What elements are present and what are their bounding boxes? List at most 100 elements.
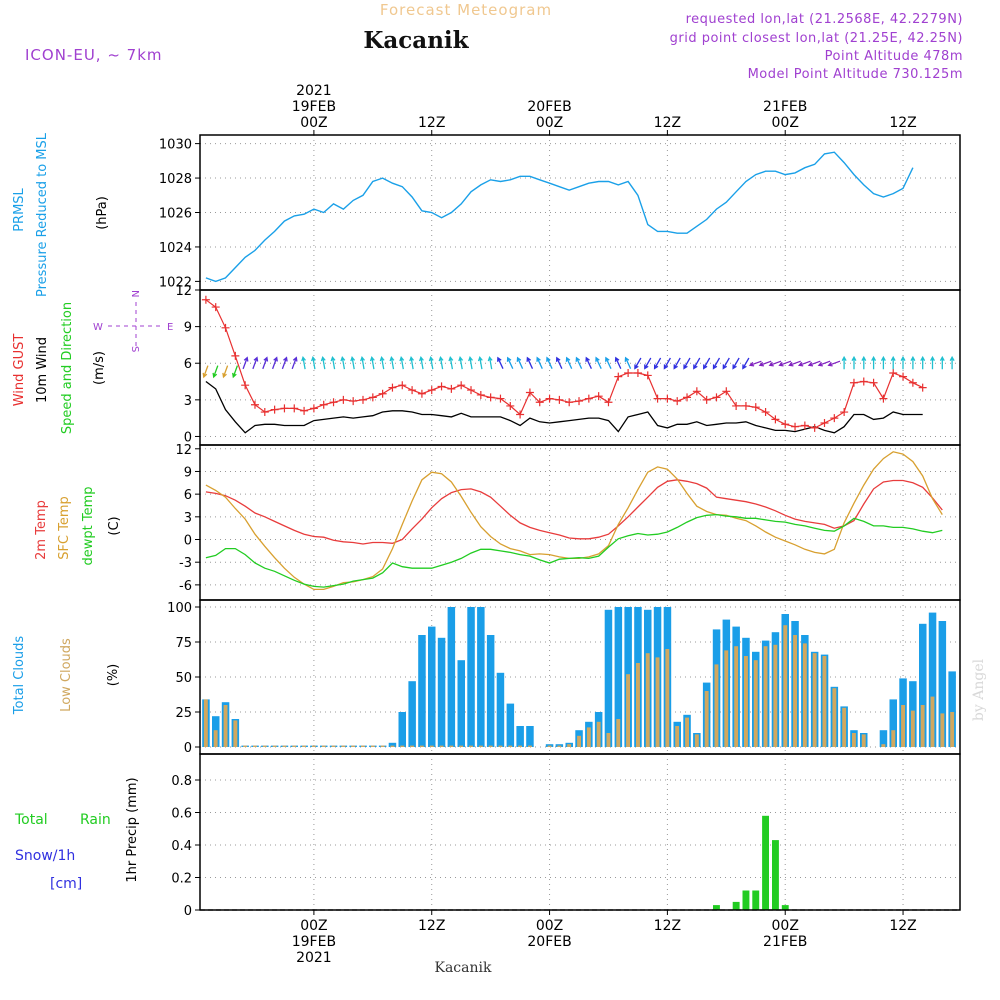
low-cloud-bar: [881, 744, 886, 747]
clouds-ytick-label: 100: [167, 601, 192, 616]
wind-gust-point: [241, 381, 250, 390]
total-label: Total: [14, 812, 48, 828]
bottom-time-label: 12Z: [654, 918, 681, 934]
t2m-label: 2m Temp: [34, 500, 49, 560]
low-cloud-bar: [606, 733, 611, 747]
wind-gust-point: [211, 303, 220, 312]
low-cloud-bar: [832, 688, 837, 747]
wind-direction-arrow: [827, 360, 841, 367]
temp-ytick-label: 6: [184, 488, 192, 503]
wind-direction-arrow: [920, 355, 926, 370]
wind-direction-arrow: [788, 360, 801, 367]
wind-direction-arrow: [202, 365, 209, 379]
total-cloud-bar: [919, 623, 927, 747]
precip-ytick-label: 0: [184, 904, 192, 919]
low-cloud-bar: [518, 745, 522, 747]
wind-ytick-label: 12: [175, 284, 192, 299]
wind-direction-arrow: [663, 357, 671, 370]
low-cloud-bar: [351, 745, 356, 747]
hpa-unit-label: (hPa): [95, 196, 110, 230]
low-cloud-bar: [852, 733, 856, 747]
low-cloud-bar: [822, 656, 827, 747]
wind-gust-point: [565, 398, 574, 407]
wind-gust-point: [800, 421, 809, 430]
low-cloud-bar: [439, 745, 444, 747]
low-cloud-bar: [311, 745, 316, 747]
low-cloud-bar: [528, 745, 532, 747]
wind-direction-arrow: [624, 356, 632, 369]
top-time-label: 00Z: [772, 115, 799, 131]
wind-gust-point: [555, 395, 564, 404]
wind-gust-point: [761, 408, 770, 417]
dewpt-label: dewpt Temp: [81, 486, 96, 565]
low-cloud-bar: [802, 643, 807, 747]
wind-direction-arrow: [817, 360, 831, 367]
wind-gust-point: [250, 400, 259, 409]
watermark: by Angel: [971, 658, 987, 721]
wind-gust-point: [702, 395, 711, 404]
low-cloud-bar: [861, 734, 866, 747]
wind-gust-point: [398, 381, 407, 390]
low-cloud-bar: [321, 745, 326, 747]
bottom-time-label: 00Z: [536, 918, 563, 934]
wind-direction-arrow: [458, 355, 464, 370]
wind-direction-arrow: [634, 357, 642, 370]
wind-direction-arrow: [418, 355, 424, 370]
wind-gust-point: [908, 378, 917, 387]
wind-direction-arrow: [742, 357, 750, 370]
wind-direction-arrow: [644, 357, 652, 370]
low-cloud-bar: [341, 745, 346, 747]
wind-gust-point: [496, 394, 505, 403]
model-altitude: Model Point Altitude 730.125m: [748, 67, 963, 82]
wind-direction-arrow: [605, 356, 612, 369]
total-cloud-bar: [879, 730, 888, 747]
low-cloud-bar: [331, 745, 336, 747]
c-unit-label: (C): [107, 516, 122, 535]
model-label: ICON-EU, ~ 7km: [25, 46, 163, 64]
wind-gust-point: [231, 351, 240, 360]
low-cloud-bar: [665, 649, 670, 747]
wind-gust-point: [300, 406, 309, 415]
low-cloud-bar: [891, 730, 896, 747]
wind-gust-point: [653, 394, 662, 403]
pressure-ytick-label: 1030: [159, 138, 192, 153]
total-cloud-bar: [938, 621, 947, 747]
top-time-label: 12Z: [654, 115, 681, 131]
low-cloud-bar: [704, 691, 709, 747]
wind-gust-point: [849, 378, 858, 387]
total-cloud-bar: [447, 607, 456, 747]
bottom-time-label: 12Z: [889, 918, 916, 934]
wind-direction-arrow: [797, 360, 811, 367]
wind-direction-arrow: [748, 360, 762, 367]
wind-gust-point: [339, 395, 348, 404]
wind-ytick-label: 6: [184, 357, 192, 372]
low-cloud-bar: [547, 745, 552, 747]
precip-frame: [199, 753, 961, 911]
low-cloud-bar: [243, 745, 248, 747]
wind-gust-point: [712, 393, 721, 402]
total-clouds-label: Total Clouds: [12, 636, 27, 716]
low-cloud-bar: [469, 745, 473, 747]
rain-bar: [732, 901, 740, 910]
temp-dewpt-line: [205, 513, 943, 588]
wind-direction-arrow: [232, 365, 239, 379]
low-cloud-bar: [773, 644, 778, 747]
wind-direction-arrow: [703, 357, 711, 370]
low-cloud-bar: [930, 696, 935, 747]
wind-direction-arrow: [448, 355, 454, 370]
pressure-line: [205, 151, 914, 283]
temp-ytick-label: -6: [179, 579, 192, 594]
wind-direction-arrow: [487, 355, 493, 370]
wind-direction-arrow: [536, 356, 543, 369]
pressure-ytick-label: 1024: [159, 241, 192, 256]
wind-direction-arrow: [438, 355, 444, 370]
wind-direction-arrow: [871, 355, 877, 370]
low-cloud-bar: [901, 705, 905, 747]
rain-label: Rain: [80, 812, 111, 828]
wind-gust-point: [781, 420, 790, 429]
wind-gust-label: Wind GUST: [12, 334, 27, 407]
low-cloud-bar: [419, 745, 424, 747]
wind-direction-arrow: [310, 355, 316, 370]
low-cloud-bar: [734, 646, 739, 747]
wind-direction-arrow: [880, 355, 886, 370]
